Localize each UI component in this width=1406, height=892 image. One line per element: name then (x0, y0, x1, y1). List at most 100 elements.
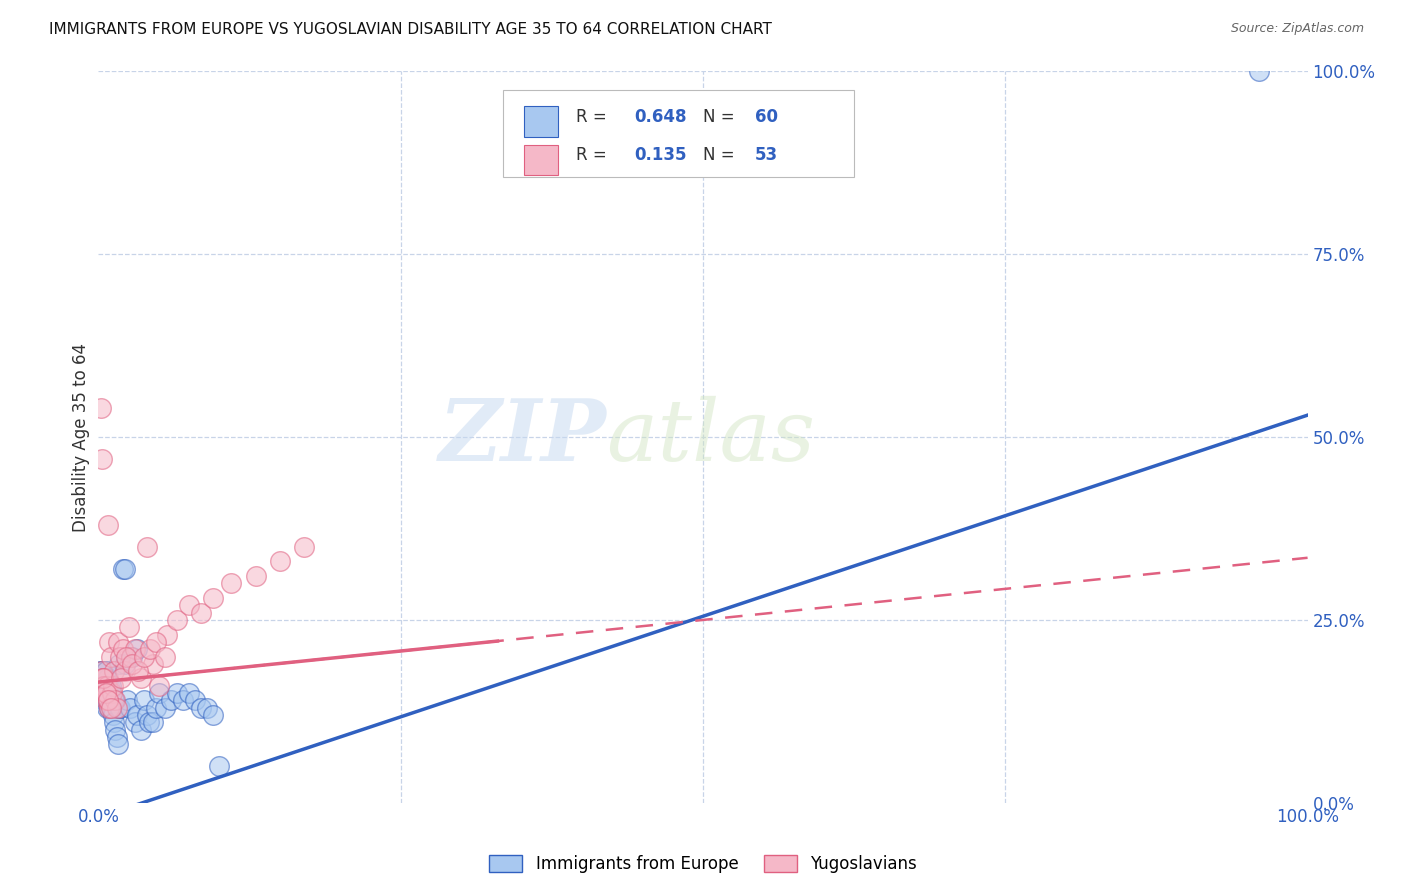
Point (127, 642, 149, 657)
Point (93, 686, 115, 700)
Point (93, 672, 115, 686)
Point (115, 649, 138, 664)
Point (100, 649, 122, 664)
Point (202, 591, 225, 605)
Point (195, 700, 218, 714)
Point (107, 737, 129, 751)
Point (142, 657, 165, 671)
Point (94, 664, 117, 678)
Point (145, 635, 167, 649)
Point (108, 649, 131, 664)
Point (202, 708, 225, 723)
Point (97, 672, 120, 686)
Point (129, 723, 152, 737)
Point (111, 642, 134, 657)
Point (110, 672, 132, 686)
Text: IMMIGRANTS FROM EUROPE VS YUGOSLAVIAN DISABILITY AGE 35 TO 64 CORRELATION CHART: IMMIGRANTS FROM EUROPE VS YUGOSLAVIAN DI… (49, 22, 772, 37)
Point (97, 693, 120, 707)
Point (114, 664, 136, 678)
Point (107, 635, 129, 649)
Point (91, 672, 114, 686)
Text: N =: N = (703, 146, 740, 164)
FancyBboxPatch shape (503, 90, 855, 178)
Point (98, 700, 121, 714)
Point (108, 657, 131, 671)
Point (245, 569, 267, 583)
Point (91, 672, 114, 686)
Point (108, 700, 131, 714)
Point (184, 693, 207, 707)
Point (94, 693, 117, 707)
Point (135, 540, 157, 554)
Point (269, 554, 291, 568)
Point (111, 562, 134, 576)
Point (135, 708, 157, 723)
Point (91, 679, 114, 693)
Point (127, 664, 149, 678)
Point (129, 672, 152, 686)
Point (91, 452, 114, 467)
Point (121, 657, 143, 671)
Point (100, 700, 122, 714)
Point (121, 649, 143, 664)
Point (97, 693, 120, 707)
Point (172, 693, 194, 707)
Point (108, 700, 131, 714)
Legend: Immigrants from Europe, Yugoslavians: Immigrants from Europe, Yugoslavians (489, 855, 917, 873)
Point (94, 686, 117, 700)
Point (104, 723, 127, 737)
Point (166, 686, 188, 700)
Point (91, 672, 114, 686)
Point (221, 576, 243, 591)
Point (96, 686, 118, 700)
Point (91, 686, 114, 700)
Point (208, 759, 231, 773)
Text: 53: 53 (755, 146, 778, 164)
Point (91, 664, 114, 678)
Text: R =: R = (576, 146, 612, 164)
Point (103, 664, 125, 678)
Point (120, 649, 142, 664)
Point (190, 606, 212, 620)
Point (94, 664, 117, 678)
Point (118, 620, 141, 634)
Point (292, 540, 315, 554)
Point (97, 686, 120, 700)
Point (190, 700, 212, 714)
Text: atlas: atlas (606, 396, 815, 478)
Point (90, 664, 112, 678)
Text: 0.135: 0.135 (634, 146, 686, 164)
Text: ZIP: ZIP (439, 395, 606, 479)
Point (156, 627, 179, 641)
Text: R =: R = (576, 108, 612, 126)
Text: Source: ZipAtlas.com: Source: ZipAtlas.com (1230, 22, 1364, 36)
Point (91, 672, 114, 686)
Text: N =: N = (703, 108, 740, 126)
Point (96, 679, 118, 693)
Point (105, 700, 128, 714)
Point (134, 649, 156, 664)
Point (139, 642, 162, 657)
Y-axis label: Disability Age 35 to 64: Disability Age 35 to 64 (72, 343, 90, 532)
Point (153, 649, 176, 664)
Point (103, 715, 125, 730)
Point (91, 679, 114, 693)
Point (138, 715, 160, 730)
Point (96, 700, 118, 714)
Point (105, 730, 128, 744)
Point (117, 693, 139, 707)
Point (98, 700, 121, 714)
Point (114, 562, 136, 576)
Text: 0.648: 0.648 (634, 108, 686, 126)
Point (145, 700, 167, 714)
Point (97, 693, 120, 707)
FancyBboxPatch shape (524, 145, 558, 175)
Point (98, 679, 121, 693)
Point (100, 686, 122, 700)
Point (91, 679, 114, 693)
Point (124, 642, 146, 657)
Point (96, 693, 118, 707)
Point (101, 679, 124, 693)
Point (94, 686, 117, 700)
Point (179, 599, 201, 613)
